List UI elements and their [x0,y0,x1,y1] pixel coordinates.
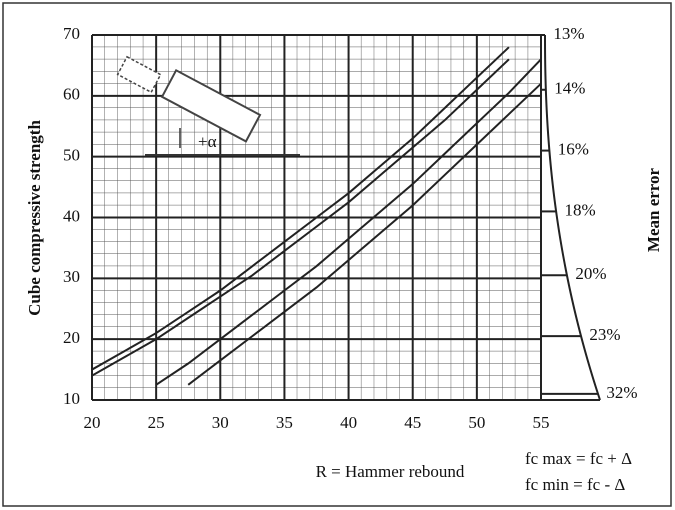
x-tick-label: 30 [212,413,229,432]
y2-tick-label: 16% [558,139,589,158]
y2-axis-title: Mean error [644,167,663,252]
y2-tick-label: 23% [589,325,620,344]
x-tick-label: 40 [340,413,357,432]
hammer-inset: +α [116,55,300,156]
y-tick-label: 70 [63,24,80,43]
y-tick-label: 60 [63,85,80,104]
y-axis-title: Cube compressive strength [25,120,44,316]
note: fc max = fc + Δ [525,449,632,468]
x-axis-title: R = Hammer rebound [316,462,465,481]
line [92,58,510,377]
y2-tick-label: 14% [554,79,585,98]
lines [92,46,541,386]
note: fc min = fc - Δ [525,475,625,494]
y-tick-label: 10 [63,389,80,408]
inset-label: +α [198,132,217,151]
line [155,58,541,386]
y2-tick-label: 32% [606,383,637,402]
line [92,46,510,371]
y2-tick-label: 18% [565,200,596,219]
x-tick-label: 45 [404,413,421,432]
x-tick-label: 35 [276,413,293,432]
x-tick-label: 50 [468,413,485,432]
y2-tick-label: 20% [575,264,606,283]
y-tick-label: 40 [63,206,80,225]
y-tick-label: 30 [63,267,80,286]
y2-tick-label: 13% [553,24,584,43]
x-tick-label: 25 [148,413,165,432]
y-tick-label: 50 [63,146,80,165]
line [187,82,541,386]
x-tick-label: 20 [84,413,101,432]
y-tick-label: 20 [63,328,80,347]
error-scale-edge [544,34,601,401]
x-tick-label: 55 [533,413,550,432]
